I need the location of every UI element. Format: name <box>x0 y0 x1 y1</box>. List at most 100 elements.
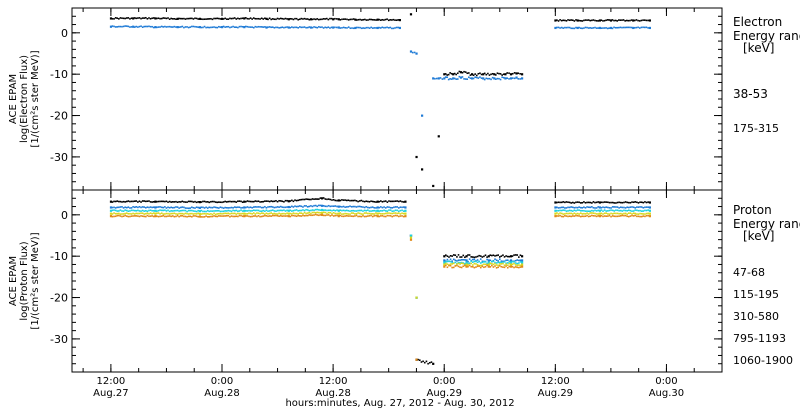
data-point <box>118 206 120 209</box>
data-point <box>423 361 426 364</box>
data-point <box>570 27 573 30</box>
data-point <box>284 213 287 215</box>
data-point <box>124 212 126 215</box>
data-point <box>381 215 384 217</box>
data-point <box>314 204 317 207</box>
data-point <box>399 215 402 217</box>
data-point <box>355 200 358 202</box>
legend-entry-310-580: 310-580 <box>733 310 779 323</box>
data-point <box>607 201 609 204</box>
data-point <box>450 78 453 80</box>
data-point <box>121 25 123 28</box>
data-point <box>130 26 133 28</box>
data-point <box>616 26 619 29</box>
data-point <box>475 256 477 258</box>
data-point <box>197 201 199 203</box>
data-point <box>571 27 574 30</box>
data-point <box>145 16 147 19</box>
data-point <box>113 212 115 214</box>
data-point <box>203 25 206 28</box>
data-point <box>602 210 604 212</box>
data-point <box>213 212 215 215</box>
data-point <box>130 17 133 20</box>
data-point <box>248 209 250 212</box>
data-point <box>446 260 449 263</box>
data-point <box>396 212 398 215</box>
data-point <box>457 261 460 264</box>
data-point <box>287 212 290 215</box>
data-point <box>257 214 260 217</box>
data-point <box>171 212 174 215</box>
data-point <box>330 26 333 29</box>
data-point <box>363 215 366 218</box>
data-point <box>336 212 338 215</box>
data-point <box>386 18 388 20</box>
data-point <box>286 215 288 217</box>
data-point <box>598 215 601 218</box>
data-point <box>279 214 282 217</box>
data-point <box>457 259 460 262</box>
data-point <box>167 25 169 28</box>
data-point <box>165 207 168 209</box>
data-point <box>316 208 319 211</box>
data-point <box>203 210 206 213</box>
data-point <box>640 201 643 204</box>
data-point <box>565 210 568 212</box>
data-point <box>371 210 374 212</box>
data-point <box>135 209 138 212</box>
data-point <box>483 266 485 269</box>
data-point <box>605 212 608 214</box>
data-point <box>165 212 168 215</box>
data-point <box>164 209 166 211</box>
data-point <box>157 206 160 208</box>
data-point <box>409 238 413 241</box>
data-point <box>235 201 238 203</box>
data-point <box>347 199 350 202</box>
data-point <box>133 206 136 209</box>
data-point <box>568 206 571 209</box>
data-point <box>321 213 324 217</box>
data-point <box>216 206 219 209</box>
data-point <box>286 206 288 208</box>
data-point <box>298 18 301 21</box>
data-point <box>298 212 301 214</box>
data-point <box>468 258 471 260</box>
data-point <box>345 206 348 208</box>
data-point <box>241 206 244 209</box>
data-point <box>141 26 144 28</box>
data-point <box>471 73 474 76</box>
data-point <box>481 261 484 264</box>
data-point <box>198 212 201 216</box>
data-point <box>623 206 625 209</box>
data-point <box>632 210 635 212</box>
data-point <box>631 214 633 217</box>
data-point <box>130 200 133 203</box>
data-point <box>626 209 628 212</box>
data-point <box>556 19 558 21</box>
data-point <box>194 207 196 209</box>
data-point <box>597 201 599 203</box>
data-point <box>378 206 380 209</box>
data-point <box>191 209 193 212</box>
data-point <box>336 199 338 202</box>
data-point <box>365 212 368 214</box>
data-point <box>611 19 614 21</box>
data-point <box>613 210 616 212</box>
data-point <box>216 209 219 212</box>
data-point <box>306 212 309 214</box>
data-point <box>509 259 513 262</box>
data-point <box>497 261 499 264</box>
data-point <box>347 26 350 28</box>
data-point <box>211 26 214 29</box>
data-point <box>355 214 358 217</box>
data-point <box>467 260 469 263</box>
data-point <box>232 206 234 209</box>
data-point <box>156 212 158 214</box>
data-point <box>254 209 257 212</box>
data-point <box>337 212 340 215</box>
data-point <box>437 135 440 138</box>
data-point <box>122 215 125 218</box>
data-point <box>388 200 390 202</box>
data-point <box>326 205 328 208</box>
data-point <box>200 18 203 20</box>
